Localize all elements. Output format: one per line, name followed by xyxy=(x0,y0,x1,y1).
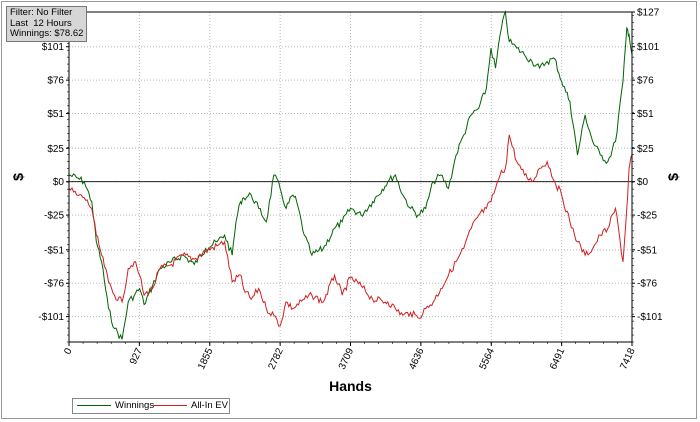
y-tick-label-right: $101 xyxy=(637,42,660,53)
winnings-total-label: Winnings: $78.62 xyxy=(10,28,84,39)
filter-label: Filter: No Filter xyxy=(10,7,73,18)
y-tick-label-left: -$76 xyxy=(44,279,64,290)
y-tick-label-right: -$101 xyxy=(637,312,663,323)
legend-label-allin-ev: All-In EV xyxy=(191,400,228,411)
time-range-label: Last 12 Hours xyxy=(10,17,72,29)
y-tick-label-left: $25 xyxy=(47,144,64,155)
y-tick-label-right: $76 xyxy=(637,76,654,87)
y-tick-label-right: -$25 xyxy=(637,211,657,222)
legend-swatch-winnings xyxy=(77,404,111,406)
y-tick-label-right: $25 xyxy=(637,144,654,155)
y-tick-label-left: $51 xyxy=(47,109,64,120)
y-tick-label-left: -$51 xyxy=(44,245,64,256)
y-tick-label-left: -$25 xyxy=(44,211,64,222)
series-lines xyxy=(68,10,633,340)
filter-info-box: Filter: No Filter Last 12 Hours Winnings… xyxy=(6,6,88,42)
x-tick-label: 4636 xyxy=(407,346,427,371)
y-tick-label-left: $0 xyxy=(53,177,65,188)
legend-item-winnings: Winnings xyxy=(77,400,154,412)
x-tick-label: 3709 xyxy=(337,346,357,371)
legend-label-winnings: Winnings xyxy=(115,400,155,411)
x-axis-title: Hands xyxy=(329,378,372,394)
x-tick-label: 0 xyxy=(62,346,75,356)
legend-item-allin-ev: All-In EV xyxy=(153,400,228,412)
y-tick-label-right: -$51 xyxy=(637,245,657,256)
plot-area-border xyxy=(68,11,633,343)
x-tick-label: 927 xyxy=(128,346,145,366)
x-tick-label: 5564 xyxy=(478,346,498,371)
tick-labels: $127$127$101$101$76$76$51$51$25$25$0$0-$… xyxy=(38,8,663,372)
allin-ev-line xyxy=(68,134,633,327)
y-axis-title-left: $ xyxy=(10,173,26,181)
x-tick-label: 2782 xyxy=(266,346,286,371)
y-tick-label-right: $127 xyxy=(637,8,660,19)
x-tick-label: 7418 xyxy=(618,346,638,371)
y-tick-label-left: -$101 xyxy=(38,312,64,323)
legend: Winnings All-In EV xyxy=(72,398,230,414)
winnings-line xyxy=(68,10,633,340)
y-tick-label-right: $0 xyxy=(637,177,649,188)
y-tick-label-left: $101 xyxy=(42,42,65,53)
y-tick-label-right: $51 xyxy=(637,109,654,120)
y-tick-label-left: $76 xyxy=(47,76,64,87)
x-tick-label: 6491 xyxy=(548,346,568,371)
y-tick-label-right: -$76 xyxy=(637,279,657,290)
y-axis-title-right: $ xyxy=(665,173,681,181)
legend-swatch-allin-ev xyxy=(153,404,187,406)
axes xyxy=(66,11,635,346)
x-tick-label: 1855 xyxy=(196,346,216,371)
